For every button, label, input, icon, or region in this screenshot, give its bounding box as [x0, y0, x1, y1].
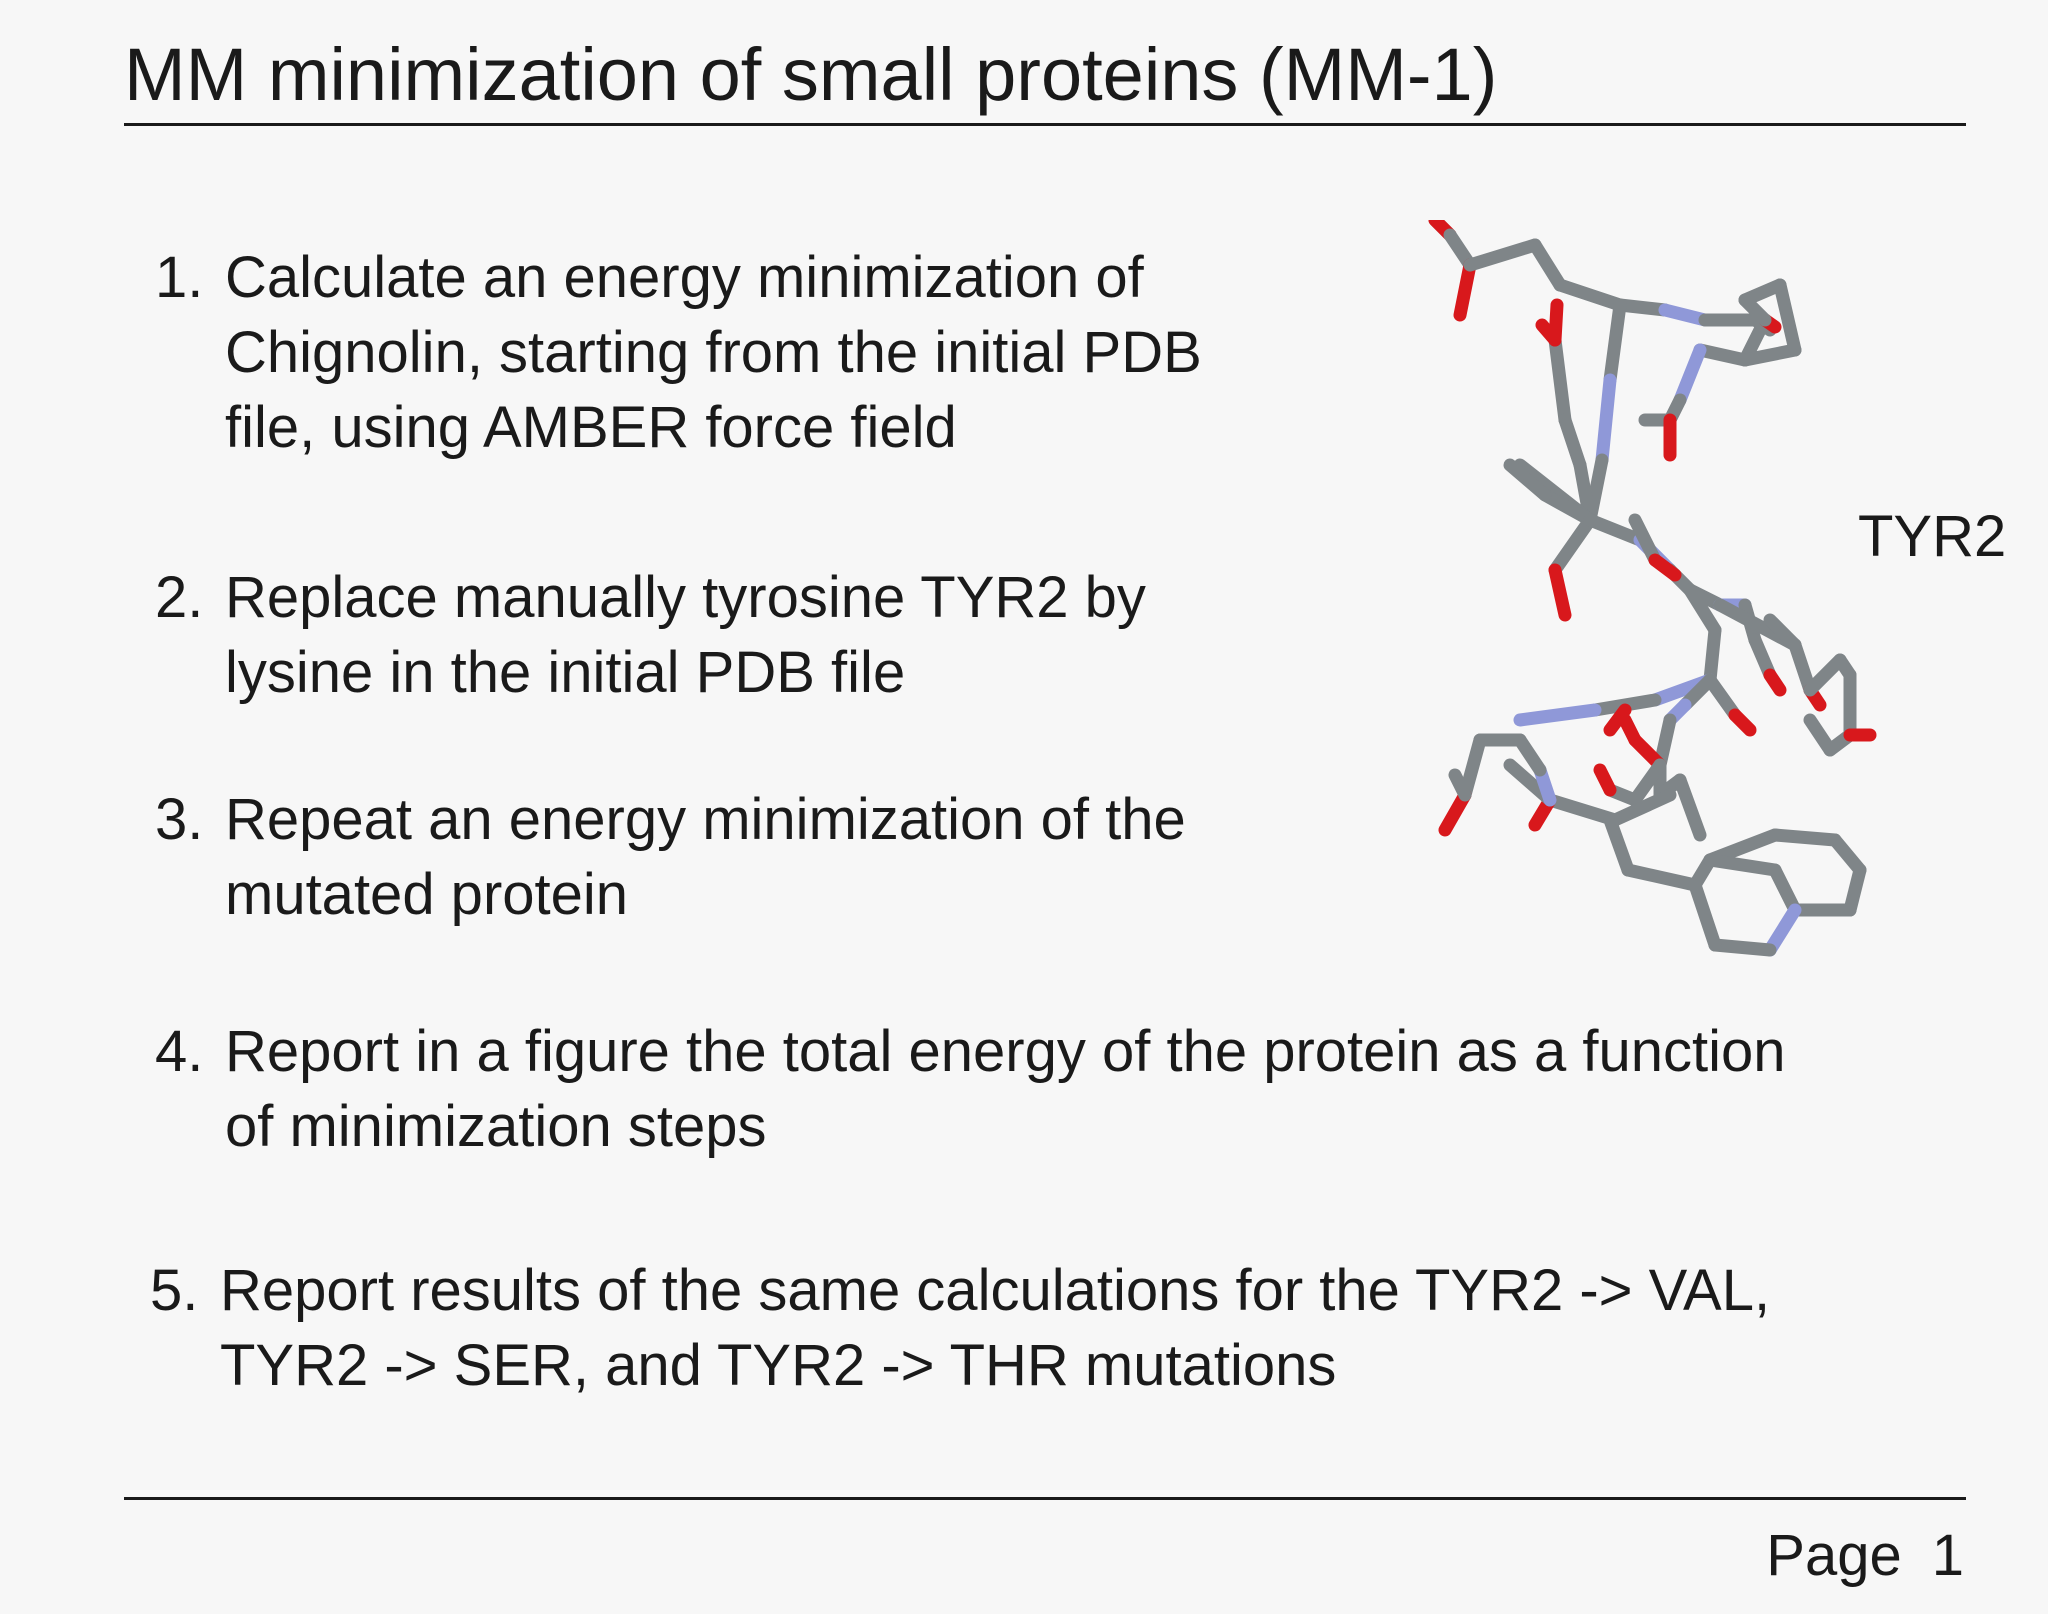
bond-segment	[1538, 488, 1597, 527]
page-title: MM minimization of small proteins (MM-1)	[124, 33, 1498, 116]
bond-segment	[1628, 513, 1662, 567]
task-number: 5.	[150, 1258, 199, 1323]
bond-segment	[1448, 768, 1472, 802]
bond-segment	[1548, 563, 1572, 622]
bond-segment	[1738, 343, 1802, 367]
bond-segment	[1628, 758, 1667, 807]
task-number: 2.	[155, 565, 204, 630]
bond-segment	[1788, 638, 1817, 697]
bond-segment	[1688, 878, 1722, 952]
task-text-line: of minimization steps	[225, 1094, 767, 1159]
bond-segment	[1603, 703, 1632, 737]
footer-divider	[124, 1497, 1966, 1500]
bond-segment	[1703, 853, 1782, 877]
tyr2-label: TYR2	[1858, 504, 2007, 569]
page-footer: Page 1	[1766, 1520, 1964, 1592]
bond-segment	[1828, 833, 1867, 877]
bond-segment	[1513, 703, 1602, 727]
title-divider	[124, 123, 1966, 126]
task-number: 1.	[155, 245, 204, 310]
bond-segment	[1503, 458, 1552, 502]
chignolin-structure-image	[1428, 220, 1877, 957]
task-text-line: mutated protein	[225, 862, 629, 927]
bond-segment	[1558, 413, 1587, 472]
task-text-line: Replace manually tyrosine TYR2 by	[225, 565, 1146, 630]
bond-segment	[1438, 788, 1472, 837]
bond-segment	[1648, 553, 1682, 582]
task-number: 4.	[155, 1019, 204, 1084]
bond-segment	[1603, 813, 1635, 877]
bond-segment	[1553, 278, 1627, 312]
bond-segment	[1738, 293, 1772, 327]
bond-segment	[1773, 278, 1802, 357]
bond-segment	[1673, 343, 1707, 407]
bond-segment	[1658, 303, 1712, 327]
task-item-3: 3. Repeat an energy minimization of the …	[155, 782, 1186, 932]
bond-segment	[1728, 708, 1757, 737]
bond-segment	[1763, 668, 1787, 697]
bond-segment	[1768, 863, 1802, 917]
bond-segment	[1703, 623, 1722, 687]
bond-segment	[1683, 583, 1722, 637]
bond-segment	[1613, 298, 1672, 317]
bond-segment	[1548, 333, 1572, 427]
task-item-2: 2. Replace manually tyrosine TYR2 by lys…	[155, 560, 1146, 710]
bond-segment	[1673, 773, 1707, 842]
task-text-line: Report in a figure the total energy of t…	[225, 1019, 1786, 1084]
bond-segment	[1528, 238, 1567, 292]
bond-segment	[1708, 938, 1777, 957]
task-text-line: lysine in the initial PDB file	[225, 640, 906, 705]
bond-segment	[1453, 258, 1477, 322]
bond-segment	[1548, 513, 1597, 577]
task-item-1: 1. Calculate an energy minimization of C…	[155, 240, 1202, 465]
page-word: Page	[1766, 1523, 1902, 1588]
bond-segment	[1803, 713, 1837, 757]
task-text-line: file, using AMBER force field	[225, 395, 957, 460]
bond-segment	[1843, 863, 1867, 917]
bond-segment	[1803, 653, 1847, 697]
bond-segment	[1618, 713, 1642, 747]
task-number: 3.	[155, 787, 204, 852]
bond-segment	[1763, 903, 1802, 957]
task-item-4: 4. Report in a figure the total energy o…	[155, 1014, 1786, 1164]
bond-segment	[1693, 343, 1752, 367]
bond-segment	[1535, 318, 1562, 347]
bond-segment	[1768, 828, 1842, 847]
task-item-5: 5. Report results of the same calculatio…	[150, 1253, 1770, 1403]
bond-segment	[1621, 863, 1702, 892]
bond-segment	[1703, 673, 1742, 722]
page-number: 1	[1931, 1523, 1964, 1588]
task-text-line: Report results of the same calculations …	[220, 1258, 1771, 1323]
bond-segment	[1463, 238, 1542, 272]
task-text-line: Calculate an energy minimization of	[225, 245, 1144, 310]
bond-segment	[1593, 763, 1617, 797]
task-text-line: TYR2 -> SER, and TYR2 -> THR mutations	[220, 1333, 1337, 1398]
bond-segment	[1595, 373, 1617, 467]
bond-segment	[1543, 793, 1622, 827]
bond-segment	[1603, 298, 1627, 387]
task-text-line: Chignolin, starting from the initial PDB	[225, 320, 1202, 385]
task-text-line: Repeat an energy minimization of the	[225, 787, 1186, 852]
bond-segment	[1583, 513, 1647, 547]
bond-segment	[1608, 788, 1677, 827]
bond-segment	[1763, 613, 1802, 652]
